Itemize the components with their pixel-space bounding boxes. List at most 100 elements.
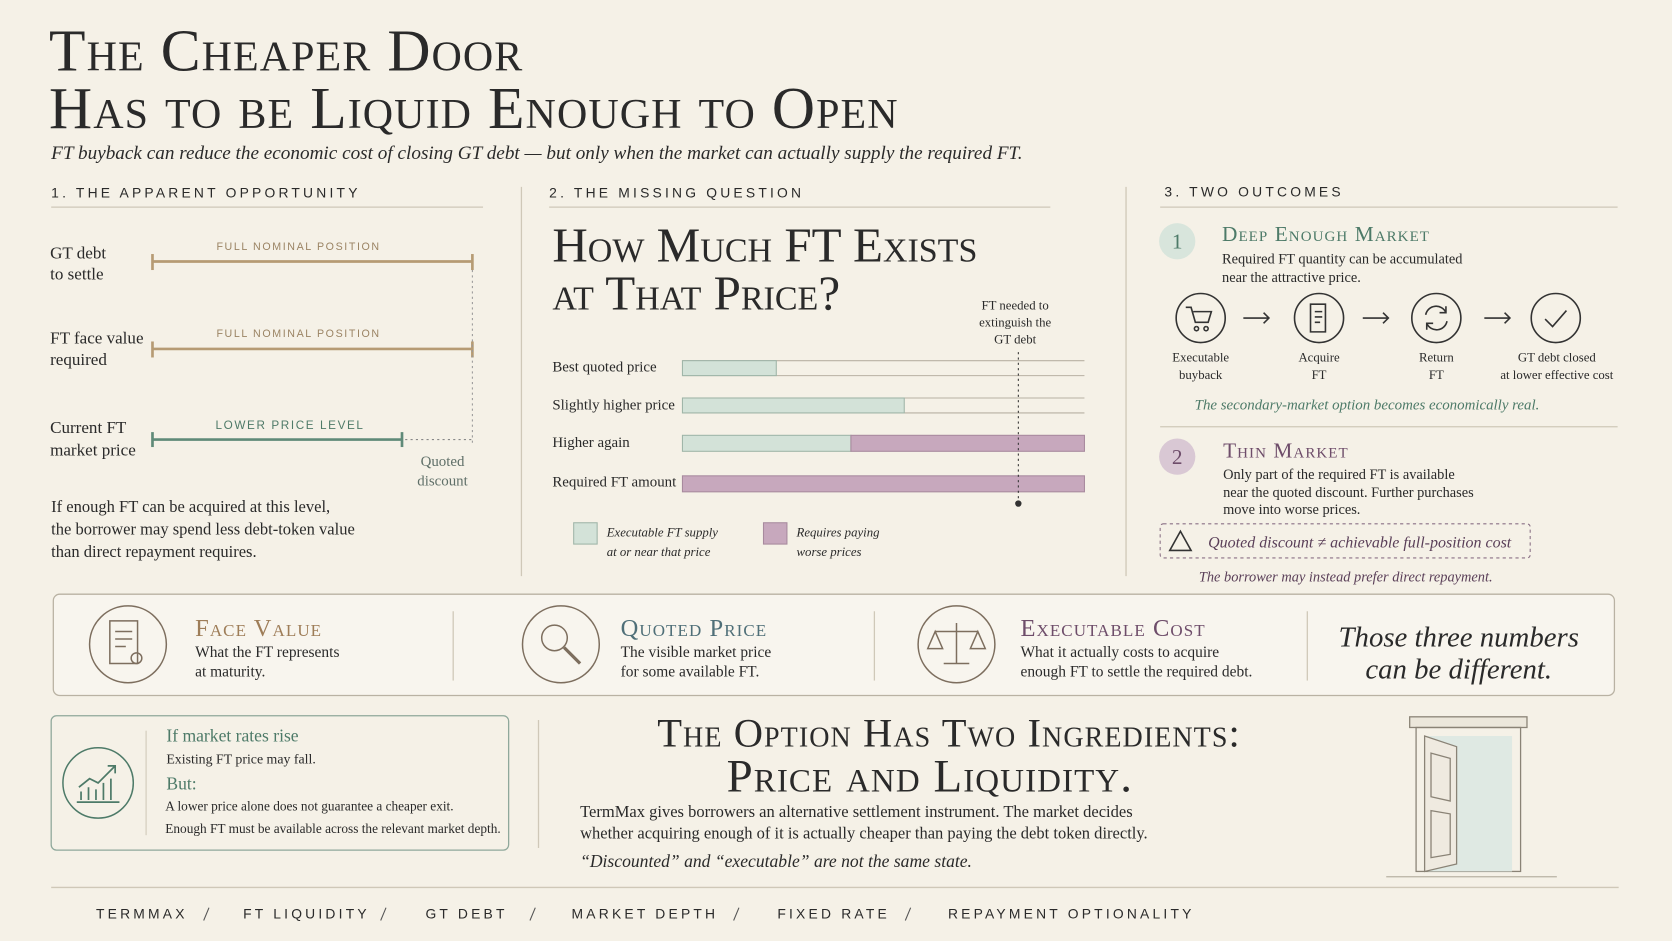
note: The borrower may instead prefer direct r… [1199, 569, 1493, 585]
section-question-shape [1015, 500, 1022, 507]
bar-label: LOWER PRICE LEVEL [216, 419, 365, 432]
footer-shape-shape [733, 907, 740, 921]
concepts-band-shape-shape [926, 622, 987, 665]
section-question-shape [681, 475, 1085, 493]
row-label: Best quoted price [552, 359, 657, 375]
rates-box-shape [62, 746, 135, 819]
section-question-shape [573, 522, 598, 545]
gap-label: discount [417, 473, 468, 489]
tag: FIXED RATE [777, 905, 890, 921]
gap-label: Quoted [421, 454, 465, 470]
step: at lower effective cost [1500, 368, 1613, 382]
label: market price [50, 441, 136, 460]
concepts-band-shape-shape [521, 605, 601, 684]
section-outcomes-shape-shape [1424, 305, 1448, 331]
text: whether acquiring enough of it is actual… [580, 823, 1148, 842]
text: than direct repayment requires. [51, 542, 256, 561]
number: 2 [1172, 445, 1183, 469]
section-question-shape [762, 522, 788, 545]
heading: 2. THE MISSING QUESTION [549, 185, 804, 201]
section-apparent: 1. THE APPARENT OPPORTUNITY GT debt to s… [50, 185, 484, 561]
row-label: Required FT amount [552, 474, 677, 490]
concepts-band-shape-shape [88, 605, 168, 684]
text: What the FT represents [195, 644, 339, 661]
footer-shape-shape [529, 907, 536, 921]
legend: at or near that price [607, 545, 711, 559]
text: move into worse prices. [1223, 502, 1360, 518]
note: The secondary-market option becomes econ… [1195, 398, 1540, 414]
text: What it actually costs to acquire [1020, 644, 1219, 661]
section-outcomes-shape-shape [1411, 292, 1462, 344]
section-outcomes-shape-shape [1175, 292, 1227, 344]
section-outcomes-shape-shape [1544, 310, 1568, 328]
outcome-title: Thin Market [1223, 439, 1349, 463]
step: GT debt closed [1518, 351, 1596, 365]
section-question-shape [681, 397, 905, 414]
tag: TERMMAX [96, 905, 188, 921]
text: TermMax gives borrowers an alternative s… [580, 802, 1133, 821]
rates-title: If market rates rise [166, 725, 298, 745]
item-title: Face Value [195, 615, 322, 642]
quote: Those three numbers [1339, 621, 1579, 653]
but: But: [166, 773, 196, 793]
warning: Quoted discount ≠ achievable full-positi… [1208, 534, 1512, 551]
section-outcomes-shape [1159, 523, 1531, 559]
bar-label: FULL NOMINAL POSITION [216, 328, 380, 340]
footer-shape-shape [380, 907, 387, 921]
footer: TERMMAX FT LIQUIDITY GT DEBT MARKET DEPT… [51, 886, 1619, 921]
door-illustration [1386, 716, 1557, 878]
section-question-shape [681, 434, 852, 452]
concepts-band: Face Value What the FT represents at mat… [52, 593, 1616, 697]
section-outcomes-shape-shape [1293, 292, 1345, 344]
conclusion: The Option Has Two Ingredients: Price an… [580, 711, 1241, 871]
tag: GT DEBT [425, 905, 507, 921]
label: to settle [50, 265, 104, 284]
concepts-band-shape [52, 593, 1616, 697]
section-outcomes-shape [1168, 529, 1193, 552]
door-illustration-shape [1430, 752, 1451, 859]
quote: can be different. [1365, 653, 1552, 685]
note: “Discounted” and “executable” are not th… [580, 851, 972, 871]
outcome-title: Deep Enough Market [1222, 222, 1430, 246]
text: near the attractive price. [1222, 270, 1361, 286]
note: GT debt [994, 333, 1036, 347]
section-outcomes-shape-shape [1243, 312, 1512, 324]
section-outcomes-shape [1159, 223, 1196, 260]
concepts-band-shape-shape [540, 624, 569, 652]
section-outcomes-shape-shape [1530, 292, 1582, 344]
step: FT [1429, 368, 1444, 382]
section-outcomes-shape [1159, 438, 1196, 475]
header: The Cheaper Door Has to be Liquid Enough… [49, 18, 1023, 165]
step: Acquire [1298, 351, 1339, 365]
question: How Much FT Exists [552, 218, 977, 273]
text: near the quoted discount. Further purcha… [1223, 485, 1474, 501]
text: If enough FT can be acquired at this lev… [51, 497, 330, 516]
text: enough FT to settle the required debt. [1020, 663, 1252, 680]
item-title: Quoted Price [621, 615, 768, 642]
section-outcomes: 3. TWO OUTCOMES 1 Deep Enough Market Req… [1159, 183, 1618, 585]
legend: worse prices [797, 545, 862, 559]
footer-shape-shape [203, 907, 210, 921]
section-question-shape [681, 360, 777, 377]
section-outcomes-shape-shape [1185, 306, 1213, 332]
footer-shape [203, 907, 912, 921]
tag: MARKET DEPTH [572, 905, 719, 921]
row-label: Slightly higher price [552, 398, 675, 414]
text: Existing FT price may fall. [166, 752, 315, 767]
rates-box-shape [50, 715, 510, 851]
text: at maturity. [195, 663, 265, 680]
concepts-band-shape-shape [130, 652, 143, 665]
section-question: 2. THE MISSING QUESTION How Much FT Exis… [549, 185, 1085, 559]
row-label: Higher again [552, 435, 630, 451]
text: Only part of the required FT is availabl… [1223, 467, 1455, 483]
item-title: Executable Cost [1020, 615, 1205, 642]
rates-box: If market rates rise Existing FT price m… [50, 715, 510, 851]
label: Current FT [50, 418, 127, 437]
title: The Option Has Two Ingredients: [657, 711, 1241, 756]
label: required [50, 350, 107, 369]
title: Price and Liquidity. [727, 750, 1133, 802]
bar-label: FULL NOMINAL POSITION [216, 241, 380, 253]
section-outcomes-shape-shape [1309, 303, 1327, 333]
concepts-band-shape [88, 605, 996, 684]
